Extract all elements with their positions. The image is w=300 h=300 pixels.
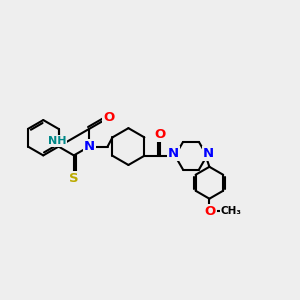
Text: N: N [84,140,95,153]
Text: N: N [168,147,179,160]
Text: N: N [202,147,214,160]
Text: O: O [103,111,114,124]
Text: NH: NH [48,136,67,146]
Text: O: O [155,128,166,141]
Text: S: S [69,172,79,185]
Text: CH₃: CH₃ [220,206,242,216]
Text: O: O [204,205,215,218]
